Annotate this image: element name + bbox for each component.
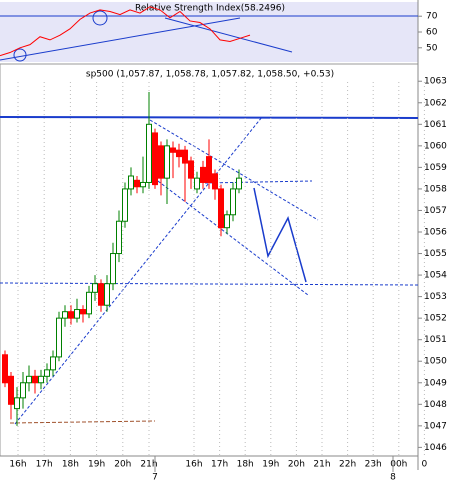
candle-body [152,132,158,186]
y-tick-label: 1047 [424,421,447,431]
date-label: 8 [390,473,396,483]
x-tick-label: 21h [313,460,330,470]
y-tick-label: 1050 [424,357,447,367]
trend-line [149,174,309,296]
candle-body [26,375,32,384]
y-tick-label: 1061 [424,120,447,130]
rsi-title: Relative Strength Index(58.2496) [135,4,285,14]
candle-body [74,309,80,319]
candle-body [164,145,170,179]
x-tick-label: 00h [390,460,407,470]
rsi-circle [13,48,27,62]
rsi-trend [164,17,293,53]
candle-body [68,311,74,319]
candle-body [218,188,224,229]
candle-body [194,177,200,190]
trend-line [149,119,319,221]
y-tick-label: 1055 [424,249,447,259]
trend-line [14,116,263,425]
candle-body [200,166,206,183]
x-tick-label: 23h [365,460,382,470]
candle-body [212,173,218,190]
candle-body [206,156,212,183]
trend-line [204,180,313,184]
candle-body [134,179,140,188]
x-tick-label: 0 [422,460,428,470]
y-tick-label: 1057 [424,206,447,216]
candle-body [8,375,14,405]
candle-body [230,188,236,216]
y-tick-label: 60 [426,28,438,38]
candle-body [56,317,62,358]
price-panel [0,63,419,457]
candle-body [188,160,194,179]
y-tick-label: 1049 [424,378,447,388]
candle-body [38,375,44,384]
y-tick-label: 1059 [424,163,447,173]
candle-body [92,283,98,293]
candle-body [98,283,104,306]
candle-body [2,354,8,384]
candle-body [140,181,146,188]
candle-body [50,356,56,371]
level-line [9,420,156,424]
x-tick-label: 20h [288,460,305,470]
y-tick-label: 1046 [424,443,447,453]
x-tick-label: 17h [36,460,53,470]
rsi-circle [92,10,108,26]
candle-body [80,309,86,315]
y-tick-label: 1054 [424,271,447,281]
candle-body [14,397,20,410]
x-tick-label: 19h [88,460,105,470]
x-tick-label: 16h [185,460,202,470]
candle-body [182,149,188,164]
resistance-line [0,116,419,119]
candle-body [110,253,116,285]
candle-body [104,283,110,306]
y-tick-label: 70 [426,12,438,22]
y-tick-label: 1056 [424,228,447,238]
candle-body [62,311,68,319]
x-tick-label: 16h [9,460,26,470]
rsi-panel [0,2,418,62]
rsi-trend [0,17,241,61]
y-tick-label: 1053 [424,292,447,302]
candle-body [176,149,182,158]
projection [253,187,307,283]
y-tick-label: 1062 [424,98,447,108]
candle-body [122,188,128,222]
y-tick-label: 1052 [424,314,447,324]
price-title: sp500 (1,057.87, 1,058.78, 1,057.82, 1,0… [86,70,334,80]
drawings [0,10,419,425]
x-tick-label: 20h [114,460,131,470]
y-tick-label: 1058 [424,184,447,194]
candle-body [86,291,92,315]
candle-body [116,220,122,255]
date-label: 7 [152,473,158,483]
x-tick-label: 19h [262,460,279,470]
y-tick-label: 50 [426,43,438,53]
candle-body [158,145,164,179]
candle-body [236,177,242,190]
candle-body [146,123,152,183]
candle-body [224,214,230,229]
candle-body [44,369,50,377]
y-tick-label: 1060 [424,141,447,151]
candle-body [170,147,176,153]
y-tick-label: 1048 [424,400,447,410]
x-tick-label: 22h [339,460,356,470]
x-tick-label: 18h [62,460,79,470]
y-tick-label: 1051 [424,335,447,345]
candle-body [128,175,134,190]
rsi-line [0,6,251,57]
candle-body [20,382,26,399]
x-tick-label: 17h [211,460,228,470]
x-tick-label: 21h [140,460,157,470]
candle-body [32,375,38,384]
x-tick-label: 18h [237,460,254,470]
y-tick-label: 1063 [424,77,447,87]
